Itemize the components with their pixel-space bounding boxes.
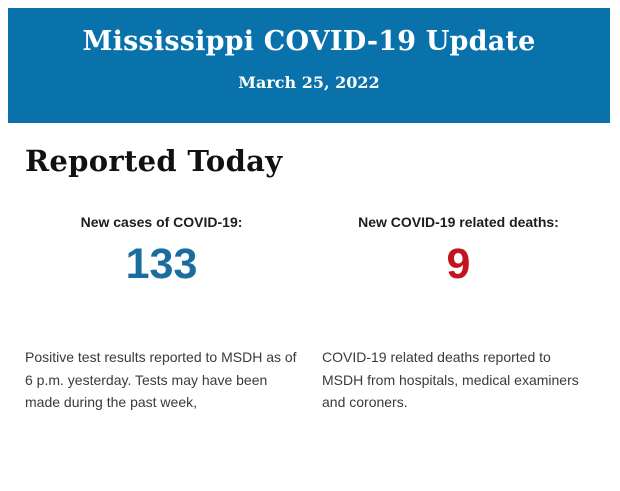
new-cases-value: 133 — [125, 240, 198, 288]
banner-title: Mississippi COVID-19 Update — [82, 26, 536, 57]
new-deaths-label: New COVID-19 related deaths: — [358, 214, 559, 230]
new-deaths-value: 9 — [446, 240, 471, 288]
new-cases-description: Positive test results reported to MSDH a… — [25, 349, 297, 411]
new-cases-label: New cases of COVID-19: — [80, 214, 243, 230]
banner: Mississippi COVID-19 Update March 25, 20… — [8, 8, 610, 123]
stat-new-cases: New cases of COVID-19: 133 — [25, 214, 298, 286]
page-title: Reported Today — [25, 144, 283, 178]
banner-date: March 25, 2022 — [238, 73, 380, 92]
stats-row: New cases of COVID-19: 133 New COVID-19 … — [0, 214, 620, 286]
stat-new-deaths: New COVID-19 related deaths: 9 — [322, 214, 595, 286]
descriptions-row: Positive test results reported to MSDH a… — [0, 346, 620, 414]
new-deaths-description: COVID-19 related deaths reported to MSDH… — [322, 349, 579, 411]
